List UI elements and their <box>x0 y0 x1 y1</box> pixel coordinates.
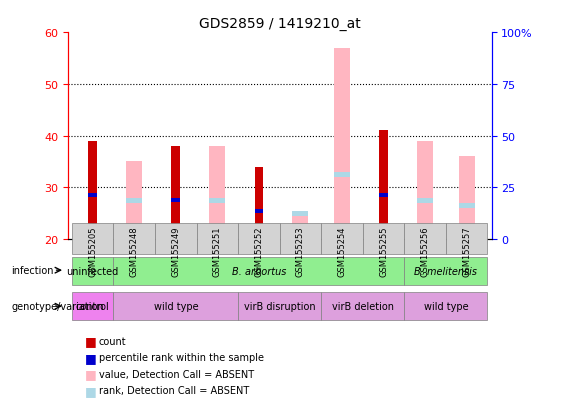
Bar <box>417 198 433 204</box>
Bar <box>126 198 142 204</box>
Text: virB deletion: virB deletion <box>332 301 394 312</box>
Bar <box>155 33 197 240</box>
Text: virB disruption: virB disruption <box>244 301 315 312</box>
Text: GSM155251: GSM155251 <box>213 226 222 276</box>
Text: uninfected: uninfected <box>67 266 119 277</box>
FancyBboxPatch shape <box>446 223 488 254</box>
FancyBboxPatch shape <box>155 223 197 254</box>
Bar <box>379 131 388 240</box>
Bar <box>459 204 475 209</box>
Text: GSM155255: GSM155255 <box>379 226 388 276</box>
Bar <box>88 141 97 240</box>
FancyBboxPatch shape <box>72 223 114 254</box>
Bar <box>88 194 97 198</box>
Bar <box>293 211 308 216</box>
Text: GSM155248: GSM155248 <box>130 226 139 277</box>
Text: control: control <box>76 301 110 312</box>
Text: ■: ■ <box>85 351 97 364</box>
Bar <box>417 141 433 240</box>
Text: wild type: wild type <box>424 301 468 312</box>
Text: genotype/variation: genotype/variation <box>11 301 104 311</box>
Bar <box>210 147 225 240</box>
FancyBboxPatch shape <box>321 223 363 254</box>
Text: count: count <box>99 336 127 346</box>
FancyBboxPatch shape <box>405 223 446 254</box>
Text: B. arbortus: B. arbortus <box>232 266 286 277</box>
FancyBboxPatch shape <box>405 258 488 285</box>
Bar <box>72 33 114 240</box>
FancyBboxPatch shape <box>238 293 321 320</box>
Bar <box>197 33 238 240</box>
Bar <box>459 157 475 240</box>
Text: ■: ■ <box>85 384 97 397</box>
FancyBboxPatch shape <box>405 293 488 320</box>
Text: GSM155257: GSM155257 <box>462 226 471 277</box>
Bar <box>334 173 350 178</box>
FancyBboxPatch shape <box>321 293 405 320</box>
Bar <box>171 199 180 203</box>
Text: value, Detection Call = ABSENT: value, Detection Call = ABSENT <box>99 369 254 379</box>
Bar <box>334 48 350 240</box>
Title: GDS2859 / 1419210_at: GDS2859 / 1419210_at <box>199 17 360 31</box>
Text: ■: ■ <box>85 367 97 380</box>
Text: GSM155254: GSM155254 <box>337 226 346 276</box>
FancyBboxPatch shape <box>72 293 114 320</box>
Text: GSM155256: GSM155256 <box>420 226 429 277</box>
FancyBboxPatch shape <box>114 258 405 285</box>
Bar <box>114 33 155 240</box>
Bar <box>255 167 263 240</box>
Text: wild type: wild type <box>154 301 198 312</box>
Bar <box>171 147 180 240</box>
Bar <box>379 194 388 198</box>
Bar <box>405 33 446 240</box>
Text: ■: ■ <box>85 334 97 347</box>
Text: GSM155252: GSM155252 <box>254 226 263 276</box>
Text: B. melitensis: B. melitensis <box>414 266 477 277</box>
Bar <box>238 33 280 240</box>
FancyBboxPatch shape <box>363 223 405 254</box>
FancyBboxPatch shape <box>114 223 155 254</box>
Text: GSM155205: GSM155205 <box>88 226 97 276</box>
FancyBboxPatch shape <box>72 258 114 285</box>
Bar <box>255 209 263 213</box>
Bar <box>321 33 363 240</box>
Bar <box>280 33 321 240</box>
Bar <box>210 198 225 204</box>
Bar <box>293 214 308 240</box>
Text: infection: infection <box>11 266 54 275</box>
FancyBboxPatch shape <box>280 223 321 254</box>
Bar <box>363 33 405 240</box>
Text: percentile rank within the sample: percentile rank within the sample <box>99 352 264 362</box>
Bar <box>446 33 488 240</box>
Text: rank, Detection Call = ABSENT: rank, Detection Call = ABSENT <box>99 385 249 395</box>
FancyBboxPatch shape <box>238 223 280 254</box>
FancyBboxPatch shape <box>197 223 238 254</box>
FancyBboxPatch shape <box>114 293 238 320</box>
Text: GSM155253: GSM155253 <box>296 226 305 277</box>
Text: GSM155249: GSM155249 <box>171 226 180 276</box>
Bar <box>126 162 142 240</box>
